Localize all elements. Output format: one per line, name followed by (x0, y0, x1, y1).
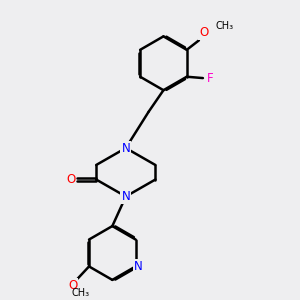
Text: CH₃: CH₃ (216, 21, 234, 32)
Text: O: O (199, 26, 208, 39)
Text: F: F (207, 72, 214, 85)
Text: N: N (134, 260, 143, 273)
Text: O: O (68, 279, 77, 292)
Text: N: N (122, 190, 130, 203)
Text: N: N (122, 142, 130, 154)
Text: O: O (66, 173, 76, 186)
Text: CH₃: CH₃ (71, 287, 89, 298)
